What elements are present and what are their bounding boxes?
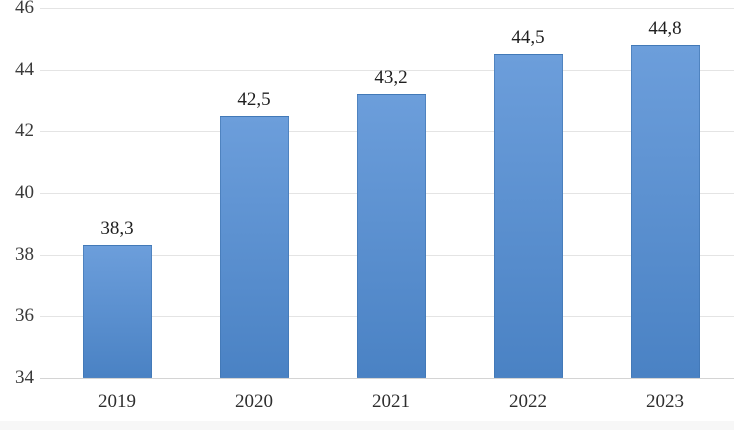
bar-value-label: 44,8 [648,18,682,39]
x-axis-tick-label: 2023 [646,391,684,412]
bar-value-label: 42,5 [237,89,271,110]
bar-2021 [357,94,426,378]
gridline [40,8,734,9]
bar-2019 [83,245,152,378]
x-axis-tick-label: 2019 [98,391,136,412]
y-axis-tick-label: 44 [15,59,34,80]
bar-2020 [220,116,289,378]
bar-value-label: 43,2 [374,67,408,88]
gridline [40,70,734,71]
bar-value-label: 38,3 [100,218,134,239]
y-axis-tick-label: 46 [15,0,34,18]
y-axis-tick-label: 36 [15,305,34,326]
x-axis-tick-label: 2021 [372,391,410,412]
y-axis-tick-label: 38 [15,244,34,265]
y-axis-tick-label: 34 [15,367,34,388]
y-axis-tick-label: 42 [15,120,34,141]
y-axis-tick-label: 40 [15,182,34,203]
bar-2022 [494,54,563,378]
x-axis-tick-label: 2020 [235,391,273,412]
bar-2023 [631,45,700,378]
page-bottom-strip [0,421,734,430]
x-axis-tick-label: 2022 [509,391,547,412]
bar-value-label: 44,5 [511,27,545,48]
x-axis-line [40,378,734,379]
